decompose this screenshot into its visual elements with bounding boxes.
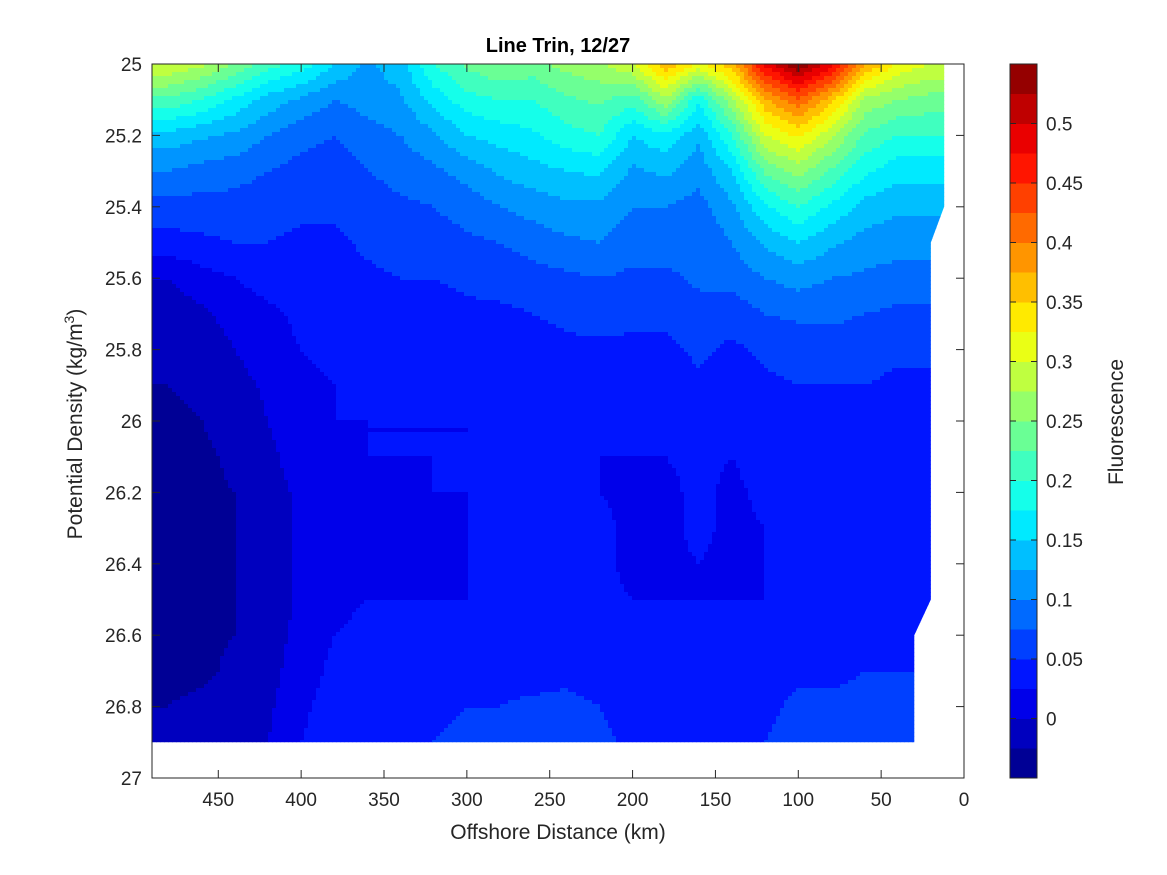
colorbar-tick-label: 0.25 bbox=[1046, 412, 1083, 433]
colorbar-tick-label: 0.05 bbox=[1046, 650, 1083, 671]
colorbar-tick-label: 0.4 bbox=[1046, 234, 1073, 255]
colorbar-level bbox=[1010, 450, 1037, 481]
colorbar-level bbox=[1010, 331, 1037, 362]
colorbar-level bbox=[1010, 718, 1037, 749]
x-axis-label: Offshore Distance (km) bbox=[450, 821, 666, 844]
colorbar-ticks: 0 0.05 0.1 0.15 0.2 0.25 0.3 0.35 0.4 0.45 0.5 bbox=[1010, 115, 1083, 731]
y-tick-label: 25.2 bbox=[105, 126, 142, 147]
colorbar-level bbox=[1010, 153, 1037, 184]
colorbar-level bbox=[1010, 242, 1037, 273]
y-tick-label: 26 bbox=[121, 412, 142, 433]
colorbar-level bbox=[1010, 629, 1037, 660]
y-axis-ticks: 25 25.2 25.4 25.6 25.8 26 26.2 26.4 26.6 26.8 27 bbox=[105, 55, 964, 790]
x-tick-label: 450 bbox=[202, 790, 234, 811]
colorbar-level bbox=[1010, 123, 1037, 154]
colorbar-level bbox=[1010, 569, 1037, 600]
x-tick-label: 250 bbox=[534, 790, 566, 811]
contour-fill bbox=[152, 64, 945, 743]
x-tick-label: 100 bbox=[782, 790, 814, 811]
y-tick-label: 26.6 bbox=[105, 626, 142, 647]
y-axis-label: Potential Density (kg/m3) bbox=[61, 309, 87, 540]
colorbar-tick-label: 0.35 bbox=[1046, 293, 1083, 314]
chart-title: Line Trin, 12/27 bbox=[486, 35, 631, 57]
y-tick-label: 27 bbox=[121, 769, 142, 790]
y-tick-label: 25.4 bbox=[105, 198, 142, 219]
x-tick-label: 350 bbox=[368, 790, 400, 811]
x-tick-label: 200 bbox=[617, 790, 649, 811]
colorbar-level bbox=[1010, 480, 1037, 511]
colorbar-tick-label: 0.15 bbox=[1046, 531, 1083, 552]
y-tick-label: 26.2 bbox=[105, 483, 142, 504]
colorbar-tick-label: 0 bbox=[1046, 710, 1057, 731]
colorbar-tick-label: 0.1 bbox=[1046, 591, 1072, 612]
colorbar bbox=[1009, 63, 1038, 779]
colorbar-tick-label: 0.2 bbox=[1046, 472, 1072, 493]
colorbar-level bbox=[1010, 64, 1037, 95]
colorbar-tick-label: 0.3 bbox=[1046, 353, 1072, 374]
colorbar-level bbox=[1010, 183, 1037, 214]
colorbar-level bbox=[1010, 688, 1037, 719]
y-axis-label-close: ) bbox=[64, 309, 87, 316]
x-tick-label: 50 bbox=[871, 790, 892, 811]
colorbar-level bbox=[1010, 510, 1037, 541]
contour-cells bbox=[152, 64, 945, 743]
y-axis-label-main: Potential Density (kg/m bbox=[64, 323, 87, 539]
y-tick-label: 25.8 bbox=[105, 341, 142, 362]
y-axis-label-superscript: 3 bbox=[61, 315, 77, 323]
colorbar-level bbox=[1010, 659, 1037, 690]
colorbar-level bbox=[1010, 302, 1037, 333]
colorbar-level bbox=[1010, 391, 1037, 422]
colorbar-level bbox=[1010, 599, 1037, 630]
colorbar-label: Fluorescence bbox=[1105, 359, 1128, 485]
colorbar-level bbox=[1010, 212, 1037, 243]
y-tick-label: 25.6 bbox=[105, 269, 142, 290]
colorbar-level bbox=[1010, 272, 1037, 303]
colorbar-level bbox=[1010, 421, 1037, 452]
x-tick-label: 150 bbox=[700, 790, 732, 811]
colorbar-level bbox=[1010, 748, 1037, 779]
y-tick-label: 25 bbox=[121, 55, 142, 76]
y-tick-label: 26.4 bbox=[105, 555, 142, 576]
colorbar-tick-label: 0.5 bbox=[1046, 115, 1072, 136]
x-tick-label: 400 bbox=[285, 790, 317, 811]
colorbar-level bbox=[1010, 93, 1037, 124]
x-tick-label: 0 bbox=[959, 790, 970, 811]
y-tick-label: 26.8 bbox=[105, 698, 142, 719]
colorbar-level bbox=[1010, 540, 1037, 571]
x-axis-ticks: 450 400 350 300 250 200 150 100 50 0 bbox=[202, 64, 969, 811]
colorbar-tick-label: 0.45 bbox=[1046, 174, 1083, 195]
x-tick-label: 300 bbox=[451, 790, 483, 811]
colorbar-level bbox=[1010, 361, 1037, 392]
